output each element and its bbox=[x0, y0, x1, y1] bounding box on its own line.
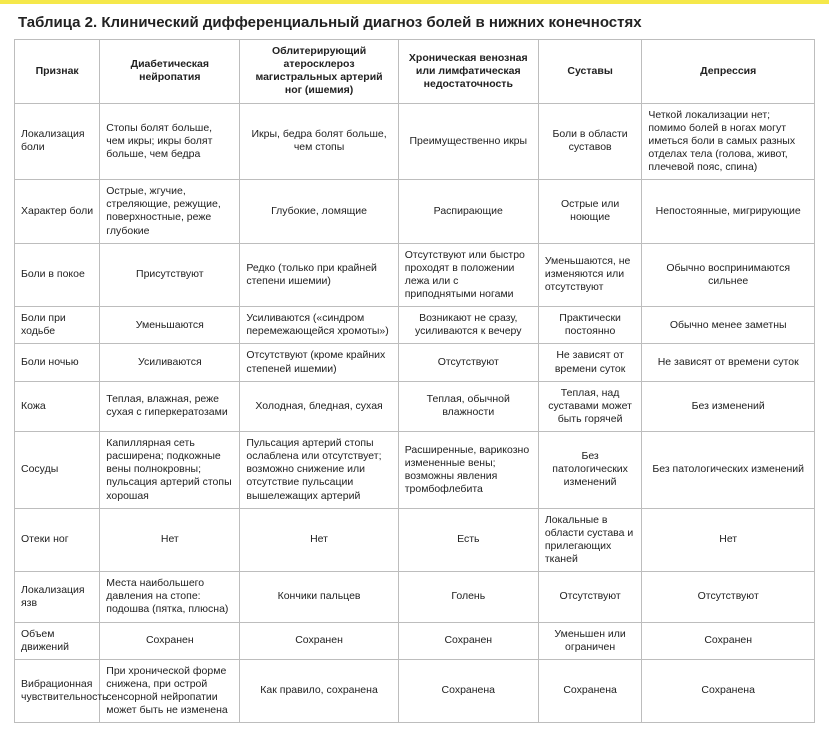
row-label: Сосуды bbox=[15, 432, 100, 509]
row-label: Локализация боли bbox=[15, 103, 100, 180]
table-cell: Возникают не сразу, усиливаются к вечеру bbox=[398, 307, 538, 344]
table-row: Объем движенийСохраненСохраненСохраненУм… bbox=[15, 622, 815, 659]
table-cell: Локальные в области сустава и прилегающи… bbox=[538, 508, 642, 572]
table-cell: Распирающие bbox=[398, 180, 538, 244]
table-cell: Уменьшен или ограничен bbox=[538, 622, 642, 659]
col-header-4: Суставы bbox=[538, 40, 642, 104]
table-cell: Пульсация артерий стопы ослаблена или от… bbox=[240, 432, 398, 509]
table-title: Таблица 2. Клинический дифференциальный … bbox=[18, 14, 811, 31]
table-cell: Стопы болят больше, чем икры; икры болят… bbox=[100, 103, 240, 180]
page: Таблица 2. Клинический дифференциальный … bbox=[0, 0, 829, 737]
table-cell: Обычно менее заметны bbox=[642, 307, 815, 344]
table-cell: Боли в области суставов bbox=[538, 103, 642, 180]
col-header-2: Облитерирующий атеросклероз магистральны… bbox=[240, 40, 398, 104]
table-cell: Отсутствуют bbox=[398, 344, 538, 381]
row-label: Локализация язв bbox=[15, 572, 100, 622]
table-cell: Без изменений bbox=[642, 381, 815, 431]
table-cell: Теплая, над суставами может быть горячей bbox=[538, 381, 642, 431]
table-row: Боли в покоеПрисутствуютРедко (только пр… bbox=[15, 243, 815, 307]
table-cell: Капиллярная сеть расширена; подкожные ве… bbox=[100, 432, 240, 509]
table-cell: Есть bbox=[398, 508, 538, 572]
title-block: Таблица 2. Клинический дифференциальный … bbox=[0, 4, 829, 39]
row-label: Характер боли bbox=[15, 180, 100, 244]
table-cell: Нет bbox=[642, 508, 815, 572]
table-wrap: Признак Диабетическая нейропатия Облитер… bbox=[0, 39, 829, 737]
table-cell: Усиливаются («синдром перемежающейся хро… bbox=[240, 307, 398, 344]
table-cell: Сохранен bbox=[642, 622, 815, 659]
table-cell: Без патологических изменений bbox=[642, 432, 815, 509]
table-row: Локализация язвМеста наибольшего давлени… bbox=[15, 572, 815, 622]
col-header-5: Депрессия bbox=[642, 40, 815, 104]
table-cell: Глубокие, ломящие bbox=[240, 180, 398, 244]
table-cell: Сохранена bbox=[538, 659, 642, 723]
table-cell: Усиливаются bbox=[100, 344, 240, 381]
table-cell: Нет bbox=[240, 508, 398, 572]
table-cell: Сохранен bbox=[240, 622, 398, 659]
table-cell: Холодная, бледная, сухая bbox=[240, 381, 398, 431]
row-label: Кожа bbox=[15, 381, 100, 431]
table-cell: Отсутствуют bbox=[538, 572, 642, 622]
table-cell: Расширенные, варикозно измененные вены; … bbox=[398, 432, 538, 509]
row-label: Вибрационная чувствительность bbox=[15, 659, 100, 723]
table-cell: Как правило, сохранена bbox=[240, 659, 398, 723]
row-label: Отеки ног bbox=[15, 508, 100, 572]
differential-diagnosis-table: Признак Диабетическая нейропатия Облитер… bbox=[14, 39, 815, 723]
table-row: Локализация болиСтопы болят больше, чем … bbox=[15, 103, 815, 180]
table-cell: Сохранена bbox=[398, 659, 538, 723]
table-cell: Отсутствуют или быстро проходят в положе… bbox=[398, 243, 538, 307]
col-header-3: Хроническая венозная или лимфатическая н… bbox=[398, 40, 538, 104]
table-cell: Острые или ноющие bbox=[538, 180, 642, 244]
col-header-0: Признак bbox=[15, 40, 100, 104]
table-cell: Не зависят от времени суток bbox=[642, 344, 815, 381]
table-cell: Кончики пальцев bbox=[240, 572, 398, 622]
table-cell: Без патологических изменений bbox=[538, 432, 642, 509]
table-cell: Практически постоянно bbox=[538, 307, 642, 344]
table-cell: Сохранен bbox=[398, 622, 538, 659]
table-cell: Не зависят от времени суток bbox=[538, 344, 642, 381]
table-row: СосудыКапиллярная сеть расширена; подкож… bbox=[15, 432, 815, 509]
table-cell: Нет bbox=[100, 508, 240, 572]
table-cell: Присутствуют bbox=[100, 243, 240, 307]
col-header-1: Диабетическая нейропатия bbox=[100, 40, 240, 104]
table-cell: Отсутствуют bbox=[642, 572, 815, 622]
table-row: Боли при ходьбеУменьшаютсяУсиливаются («… bbox=[15, 307, 815, 344]
table-cell: Теплая, влажная, реже сухая с гиперкерат… bbox=[100, 381, 240, 431]
table-cell: Обычно воспринимаются сильнее bbox=[642, 243, 815, 307]
row-label: Боли в покое bbox=[15, 243, 100, 307]
table-header-row: Признак Диабетическая нейропатия Облитер… bbox=[15, 40, 815, 104]
table-body: Локализация болиСтопы болят больше, чем … bbox=[15, 103, 815, 723]
table-cell: Сохранен bbox=[100, 622, 240, 659]
row-label: Боли ночью bbox=[15, 344, 100, 381]
table-row: Вибрационная чувствительностьПри хрониче… bbox=[15, 659, 815, 723]
table-cell: Преимущественно икры bbox=[398, 103, 538, 180]
table-cell: Непостоянные, мигрирующие bbox=[642, 180, 815, 244]
table-cell: Теплая, обычной влажности bbox=[398, 381, 538, 431]
table-cell: При хронической форме снижена, при остро… bbox=[100, 659, 240, 723]
table-row: Характер болиОстрые, жгучие, стреляющие,… bbox=[15, 180, 815, 244]
table-row: Отеки ногНетНетЕстьЛокальные в области с… bbox=[15, 508, 815, 572]
table-cell: Икры, бедра болят больше, чем стопы bbox=[240, 103, 398, 180]
row-label: Боли при ходьбе bbox=[15, 307, 100, 344]
table-cell: Редко (только при крайней степени ишемии… bbox=[240, 243, 398, 307]
row-label: Объем движений bbox=[15, 622, 100, 659]
table-cell: Отсутствуют (кроме крайних степеней ишем… bbox=[240, 344, 398, 381]
table-row: Боли ночьюУсиливаютсяОтсутствуют (кроме … bbox=[15, 344, 815, 381]
table-cell: Уменьшаются bbox=[100, 307, 240, 344]
table-cell: Голень bbox=[398, 572, 538, 622]
table-cell: Острые, жгучие, стреляющие, режущие, пов… bbox=[100, 180, 240, 244]
table-cell: Уменьшаются, не изменяются или отсутству… bbox=[538, 243, 642, 307]
table-cell: Места наибольшего давления на стопе: под… bbox=[100, 572, 240, 622]
table-cell: Сохранена bbox=[642, 659, 815, 723]
table-row: КожаТеплая, влажная, реже сухая с гиперк… bbox=[15, 381, 815, 431]
table-cell: Четкой локализации нет; помимо болей в н… bbox=[642, 103, 815, 180]
